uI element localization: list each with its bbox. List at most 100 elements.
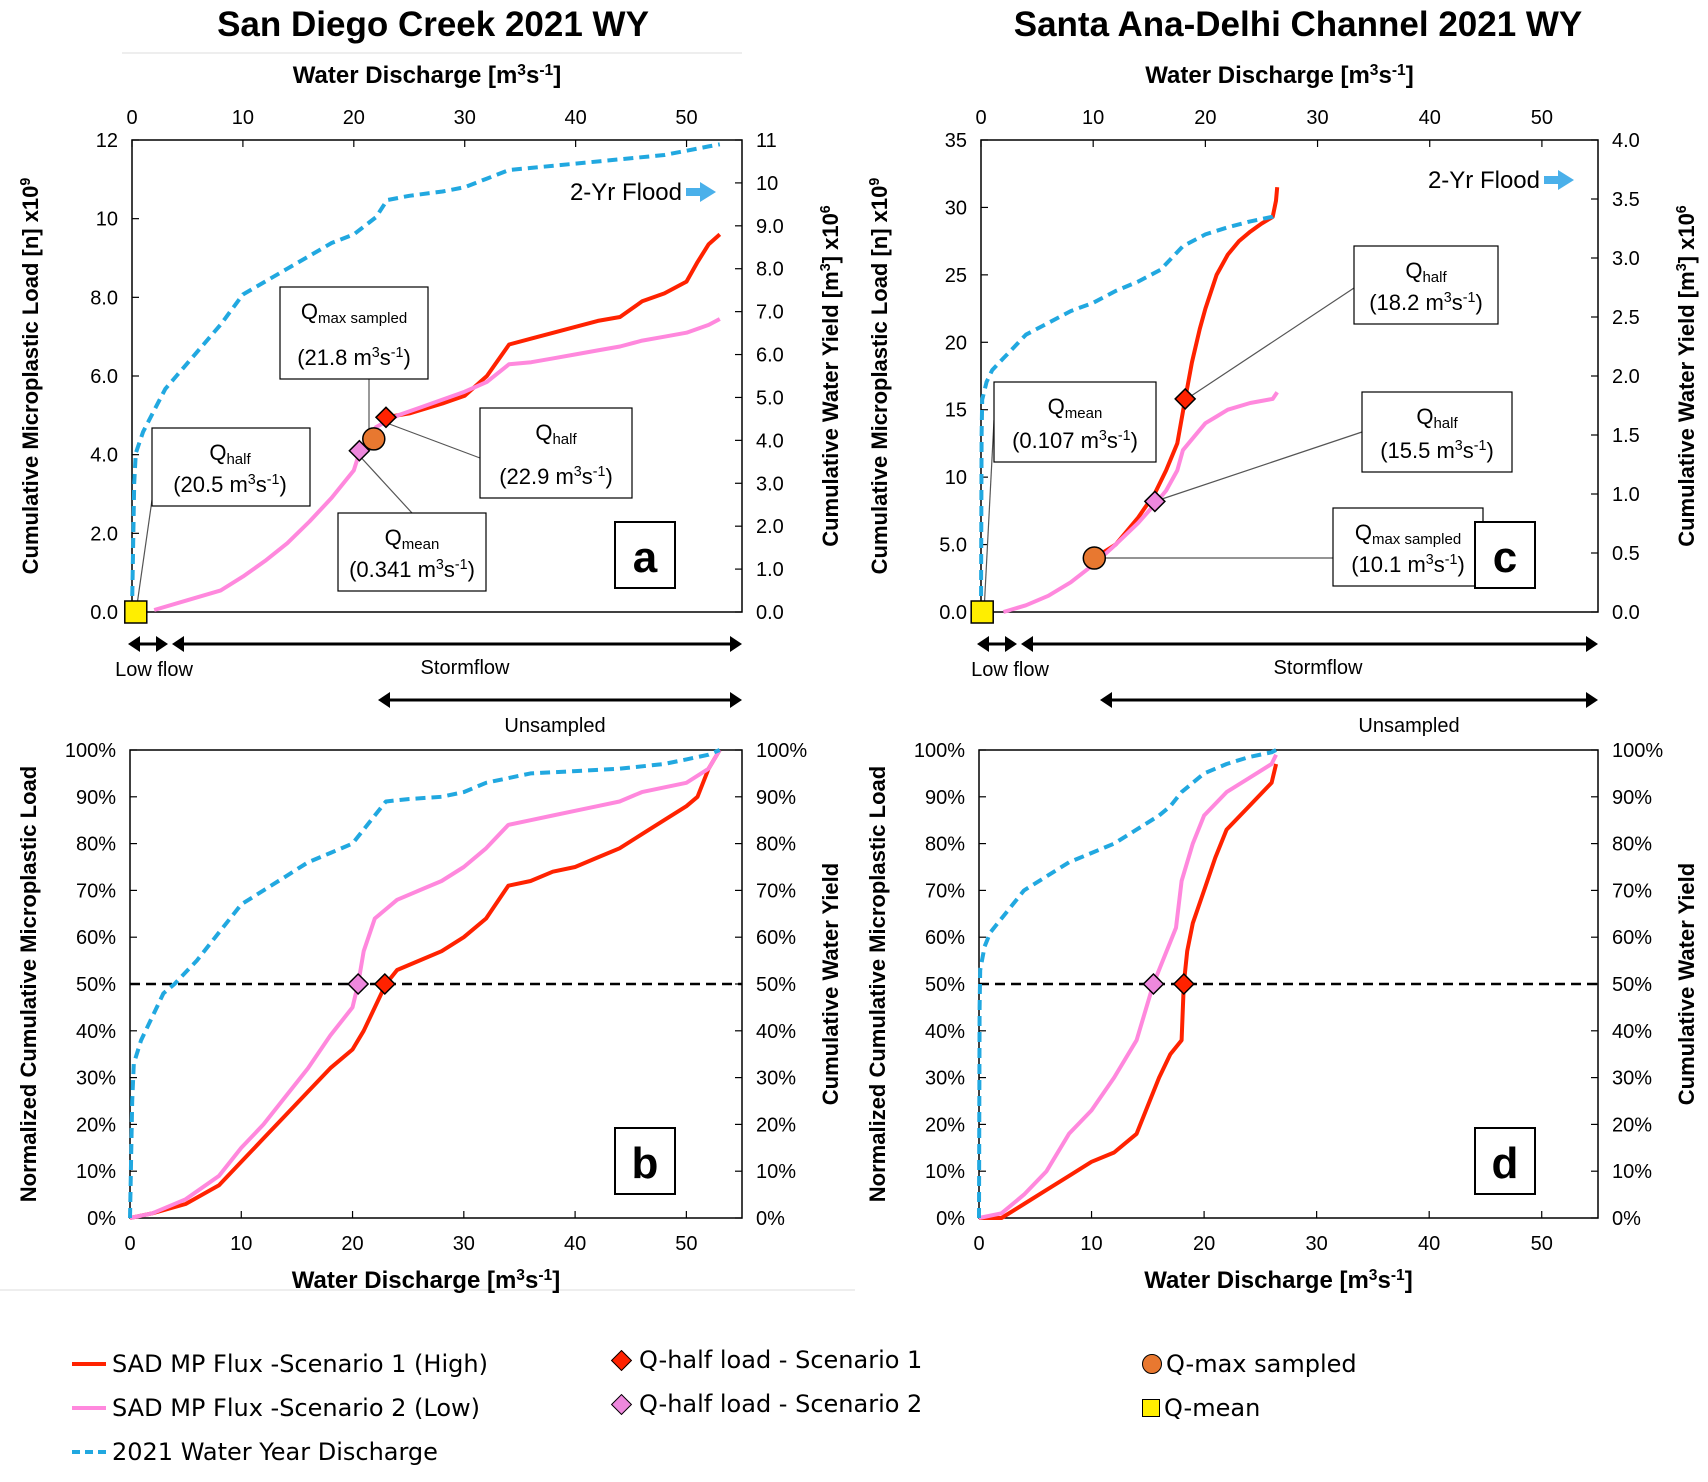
title-left: San Diego Creek 2021 WY bbox=[217, 5, 649, 44]
y-tick-label: 100% bbox=[914, 740, 965, 762]
x-tick-label: 50 bbox=[675, 107, 697, 129]
series-water-discharge bbox=[128, 748, 721, 1219]
x-tick-label: 0 bbox=[975, 107, 986, 129]
x-tick-label: 50 bbox=[1531, 107, 1553, 129]
annotation-leader bbox=[135, 499, 153, 613]
panel-a: 0 10 20 30 40 50 0.0 2.0 4.0 6.0 8.0 10 12 0.0 1.0 2.0 3… bbox=[18, 62, 843, 738]
y2-tick-label: 10 bbox=[756, 173, 778, 195]
y2-tick-label: 30% bbox=[1612, 1068, 1652, 1090]
panel-label: b bbox=[632, 1139, 659, 1188]
panel-label: d bbox=[1492, 1139, 1519, 1188]
unsampled-label: Unsampled bbox=[1358, 715, 1459, 737]
marker-q-half bbox=[1143, 490, 1166, 513]
annotation-box bbox=[1353, 245, 1499, 325]
legend-swatch-qmean bbox=[1142, 1399, 1160, 1417]
legend-item-scenario1: SAD MP Flux -Scenario 1 (High) bbox=[72, 1350, 488, 1378]
y2-tick-label: 80% bbox=[1612, 834, 1652, 856]
y-tick-label: 80% bbox=[76, 834, 116, 856]
y2-tick-label: 40% bbox=[1612, 1021, 1652, 1043]
y-tick-label: 40% bbox=[76, 1021, 116, 1043]
unsampled-label: Unsampled bbox=[504, 715, 605, 737]
unsampled-arrow-head-right bbox=[730, 692, 742, 708]
panel-label-box bbox=[1474, 1127, 1536, 1195]
y2-tick-label: 10% bbox=[756, 1161, 796, 1183]
x-axis-title: Water Discharge [m3s-1] bbox=[1144, 1267, 1412, 1295]
low-flow-arrow-head-right bbox=[1005, 636, 1017, 652]
annotation-label: Qmean bbox=[385, 525, 440, 553]
y-tick-label: 50% bbox=[76, 974, 116, 996]
series-scenario-1 bbox=[979, 763, 1279, 1220]
annotation-label: Qhalf bbox=[1405, 258, 1447, 286]
low-flow-arrow-head-left bbox=[128, 636, 140, 652]
y2-axis-title: Cumulative Water Yield bbox=[818, 863, 843, 1105]
low-flow-arrow-head-right bbox=[156, 636, 168, 652]
x-tick-label: 10 bbox=[1082, 107, 1104, 129]
annotation-leader bbox=[1184, 287, 1355, 401]
y2-tick-label: 90% bbox=[756, 787, 796, 809]
series-scenario-1 bbox=[385, 232, 722, 420]
x-tick-label: 30 bbox=[1306, 107, 1328, 129]
x-tick-label: 40 bbox=[564, 1233, 586, 1255]
y2-tick-label: 100% bbox=[756, 740, 807, 762]
y-tick-label: 5.0 bbox=[939, 535, 967, 557]
annotation-leader bbox=[1152, 431, 1363, 503]
legend-item-qhalf1: Q-half load - Scenario 1 bbox=[608, 1346, 922, 1374]
y2-tick-label: 6.0 bbox=[756, 345, 784, 367]
y2-tick-label: 7.0 bbox=[756, 302, 784, 324]
series-scenario-2 bbox=[1002, 391, 1279, 614]
annotation-box bbox=[279, 286, 429, 380]
marker-q-mean bbox=[970, 600, 994, 624]
y-tick-label: 15 bbox=[945, 400, 967, 422]
y-tick-label: 30% bbox=[76, 1068, 116, 1090]
y2-tick-label: 10% bbox=[1612, 1161, 1652, 1183]
y2-tick-label: 0.0 bbox=[756, 602, 784, 624]
marker-q-half bbox=[1174, 387, 1197, 410]
stormflow-arrow-head-right bbox=[1586, 636, 1598, 652]
flood-arrow-shaft bbox=[686, 188, 702, 196]
y2-tick-label: 2.0 bbox=[756, 516, 784, 538]
low-flow-label: Low flow bbox=[971, 659, 1049, 681]
y2-axis-title: Cumulative Water Yield [m3] x106 bbox=[818, 205, 843, 547]
annotation-value: (21.8 m3s-1) bbox=[297, 345, 411, 370]
y2-tick-label: 60% bbox=[1612, 927, 1652, 949]
y-tick-label: 10 bbox=[96, 209, 118, 231]
y2-tick-label: 20% bbox=[1612, 1114, 1652, 1136]
annotation-label: Qmean bbox=[1048, 394, 1103, 422]
y-tick-label: 0% bbox=[936, 1208, 965, 1230]
y-tick-label: 6.0 bbox=[90, 366, 118, 388]
legend-swatch-discharge bbox=[72, 1450, 106, 1454]
x-tick-label: 30 bbox=[454, 107, 476, 129]
annotation-label: Qmax sampled bbox=[1355, 520, 1461, 548]
x-tick-label: 0 bbox=[973, 1233, 984, 1255]
y2-tick-label: 80% bbox=[756, 834, 796, 856]
y2-tick-label: 4.0 bbox=[1612, 130, 1640, 152]
y2-tick-label: 1.5 bbox=[1612, 425, 1640, 447]
y-tick-label: 4.0 bbox=[90, 445, 118, 467]
x-tick-label: 10 bbox=[230, 1233, 252, 1255]
annotation-value: (0.341 m3s-1) bbox=[349, 557, 475, 582]
panel-c: 0 10 20 30 40 50 0.0 5.0 10 15 20 25 30 35 0.0 0.5 1.0 1.… bbox=[867, 62, 1699, 738]
annotation-value: (15.5 m3s-1) bbox=[1380, 438, 1494, 463]
y2-tick-label: 1.0 bbox=[1612, 484, 1640, 506]
y-tick-label: 35 bbox=[945, 130, 967, 152]
y2-tick-label: 0.5 bbox=[1612, 543, 1640, 565]
stormflow-arrow-head-right bbox=[730, 636, 742, 652]
y2-tick-label: 50% bbox=[1612, 974, 1652, 996]
legend-item-scenario2: SAD MP Flux -Scenario 2 (Low) bbox=[72, 1394, 480, 1422]
legend-item-qmax: Q-max sampled bbox=[1142, 1350, 1357, 1378]
y-axis-title: Normalized Cumulative Microplastic Load bbox=[865, 766, 890, 1202]
y2-tick-label: 100% bbox=[1612, 740, 1663, 762]
annotation-label: Qhalf bbox=[535, 420, 577, 448]
stormflow-arrow-head-left bbox=[172, 636, 184, 652]
x-tick-label: 50 bbox=[675, 1233, 697, 1255]
x-tick-label: 0 bbox=[124, 1233, 135, 1255]
y-tick-label: 60% bbox=[925, 927, 965, 949]
y-tick-label: 20% bbox=[76, 1114, 116, 1136]
legend-label-scenario1: SAD MP Flux -Scenario 1 (High) bbox=[112, 1350, 488, 1378]
series-scenario-2 bbox=[129, 748, 722, 1220]
marker-q-half bbox=[373, 972, 396, 996]
annotation-box bbox=[151, 427, 311, 507]
x-axis-title: Water Discharge [m3s-1] bbox=[293, 62, 561, 90]
low-flow-label: Low flow bbox=[115, 659, 193, 681]
y-tick-label: 8.0 bbox=[90, 287, 118, 309]
